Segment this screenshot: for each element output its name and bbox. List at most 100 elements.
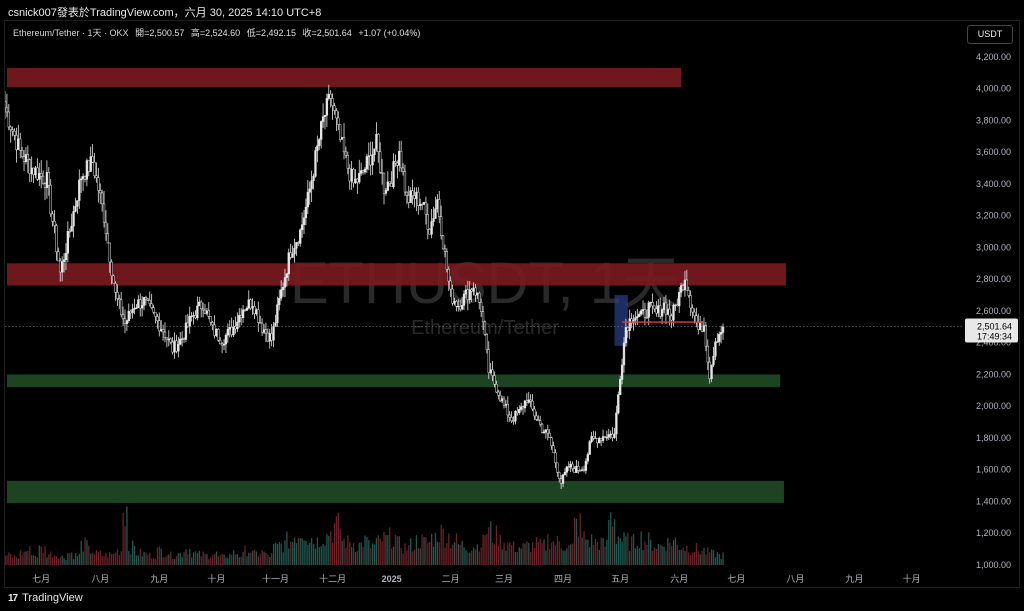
candle-body bbox=[586, 454, 589, 462]
y-tick-label: 2,400.00 bbox=[976, 338, 1011, 348]
ohlc-legend: Ethereum/Tether · 1天 · OKX 開=2,500.57 高=… bbox=[13, 26, 424, 39]
candle-body bbox=[335, 110, 338, 119]
candle-body bbox=[36, 167, 39, 180]
candle-body bbox=[312, 175, 315, 181]
volume-bar bbox=[93, 554, 96, 565]
volume-bar bbox=[634, 548, 637, 565]
volume-bar bbox=[132, 540, 134, 565]
volume-bar bbox=[592, 544, 595, 565]
candle-body bbox=[398, 150, 401, 166]
candle-body bbox=[617, 394, 620, 414]
volume-bar bbox=[446, 543, 448, 565]
candle-body bbox=[584, 460, 588, 471]
candle-body bbox=[139, 299, 142, 309]
volume-bar bbox=[606, 539, 608, 565]
candle-body bbox=[702, 325, 706, 332]
volume-bar bbox=[221, 554, 223, 565]
volume-bar bbox=[425, 537, 427, 565]
candle-body bbox=[285, 273, 289, 278]
volume-bar bbox=[524, 543, 526, 565]
candle-body bbox=[20, 150, 24, 157]
volume-bar bbox=[168, 554, 170, 565]
candle-body bbox=[350, 169, 353, 182]
candle-body bbox=[443, 248, 447, 252]
x-tick-label: 七月 bbox=[32, 574, 50, 584]
volume-bar bbox=[644, 541, 646, 565]
volume-bar bbox=[65, 560, 67, 565]
volume-bar bbox=[570, 544, 572, 565]
candle-body bbox=[706, 345, 709, 363]
candle-body bbox=[626, 327, 629, 331]
candle-body bbox=[129, 310, 132, 314]
candle-body bbox=[270, 333, 273, 341]
candle-body bbox=[605, 437, 608, 439]
volume-bar bbox=[693, 551, 696, 565]
candle-body bbox=[451, 288, 454, 304]
candle-body bbox=[354, 178, 357, 184]
volume-bar bbox=[688, 552, 690, 565]
candle-body bbox=[66, 231, 70, 254]
candle-body bbox=[542, 431, 546, 433]
candle-body bbox=[236, 321, 239, 330]
candle-body bbox=[567, 466, 570, 468]
volume-bar bbox=[360, 542, 362, 565]
volume-bar bbox=[404, 543, 406, 565]
candle-body bbox=[339, 124, 342, 140]
candle-body bbox=[142, 297, 146, 306]
candle-body bbox=[11, 129, 14, 132]
candle-body bbox=[514, 410, 517, 422]
volume-bar bbox=[280, 543, 282, 565]
volume-bar bbox=[242, 552, 244, 565]
volume-bar bbox=[530, 551, 532, 565]
candle-body bbox=[535, 415, 538, 420]
candle-body bbox=[546, 429, 549, 434]
candle-body bbox=[634, 317, 637, 321]
candle-body bbox=[243, 309, 247, 311]
volume-bar bbox=[276, 543, 279, 565]
candle-body bbox=[481, 311, 485, 323]
symbol-title[interactable]: Ethereum/Tether · 1天 · OKX bbox=[13, 28, 129, 38]
volume-bar bbox=[657, 543, 659, 565]
volume-bar bbox=[240, 556, 242, 565]
candle-body bbox=[679, 285, 683, 293]
volume-bar bbox=[511, 545, 513, 565]
volume-bar bbox=[156, 547, 159, 565]
currency-selector[interactable]: USDT bbox=[967, 25, 1013, 44]
volume-bar bbox=[480, 547, 482, 565]
volume-bar bbox=[36, 557, 39, 565]
chart-panel[interactable]: ETHUSDT, 1天Ethereum/Tether1,000.001,200.… bbox=[4, 20, 1020, 588]
candle-body bbox=[521, 406, 525, 409]
candle-body bbox=[91, 156, 94, 163]
candle-body bbox=[721, 326, 725, 333]
volume-bar bbox=[248, 552, 250, 565]
candle-body bbox=[643, 309, 647, 318]
volume-bar bbox=[625, 536, 627, 565]
candle-body bbox=[459, 305, 462, 310]
price-chart[interactable]: ETHUSDT, 1天Ethereum/Tether1,000.001,200.… bbox=[5, 21, 1020, 588]
candle-body bbox=[516, 410, 519, 414]
candle-body bbox=[255, 309, 258, 315]
candle-body bbox=[116, 292, 119, 299]
candle-body bbox=[358, 172, 361, 183]
candle-body bbox=[226, 329, 229, 336]
y-tick-label: 4,200.00 bbox=[976, 52, 1011, 62]
candle-body bbox=[120, 299, 123, 315]
volume-bar bbox=[194, 551, 197, 565]
y-tick-label: 3,800.00 bbox=[976, 115, 1011, 125]
candle-body bbox=[99, 190, 102, 194]
candle-body bbox=[504, 404, 508, 406]
volume-bar bbox=[126, 506, 128, 565]
candle-body bbox=[375, 134, 378, 150]
candle-body bbox=[434, 208, 437, 219]
volume-bar bbox=[375, 538, 378, 565]
candle-body bbox=[653, 305, 656, 310]
volume-bar bbox=[141, 556, 143, 565]
volume-bar bbox=[263, 551, 265, 565]
candle-body bbox=[436, 199, 439, 209]
volume-bar bbox=[198, 550, 200, 565]
volume-bar bbox=[463, 547, 465, 565]
candle-body bbox=[320, 121, 323, 140]
volume-bar bbox=[495, 525, 498, 565]
candle-body bbox=[500, 398, 504, 402]
volume-bar bbox=[44, 546, 46, 565]
